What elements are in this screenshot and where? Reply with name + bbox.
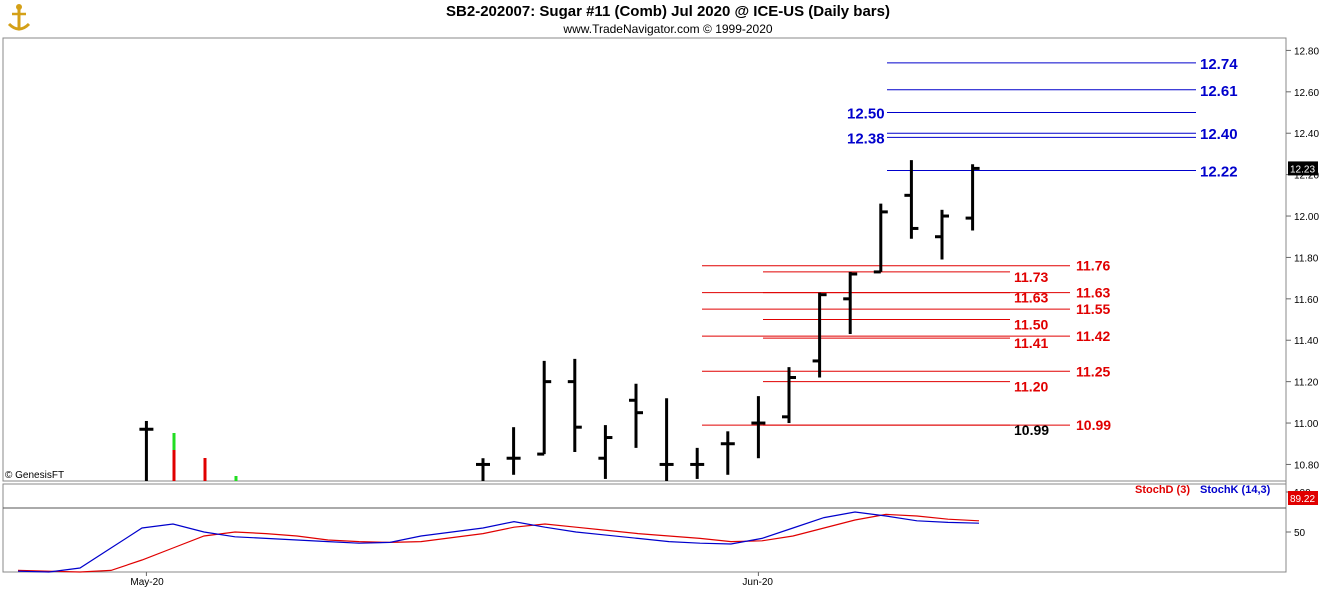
y-tick-label: 12.00 — [1294, 212, 1319, 223]
tradenavigator-logo-icon — [4, 2, 34, 34]
y-tick-label: 11.40 — [1294, 336, 1319, 347]
chart-frame: May-20 Jun-20 — [2, 37, 1287, 588]
red-level-label: 11.42 — [1076, 328, 1110, 344]
red-level-label: 11.25 — [1076, 363, 1110, 379]
red-level-label: 11.20 — [1014, 379, 1048, 395]
y-tick-label: 12.80 — [1294, 46, 1319, 57]
x-tick-label: Jun-20 — [742, 577, 773, 588]
y-tick-label: 10.80 — [1294, 460, 1319, 471]
blue-level-label: 12.50 — [847, 106, 885, 123]
stoch-d-line — [17, 513, 980, 573]
price-panel: 12.80 12.60 12.40 12.20 12.00 11.80 11.60 11.40… — [5, 46, 1319, 481]
stoch-k-line — [17, 511, 980, 573]
stoch-value-label: 89.22 — [1290, 494, 1315, 505]
x-tick-label: May-20 — [130, 577, 164, 588]
stochastic-panel: 10050StochD (3)StochK (14,3)89.22 — [3, 484, 1318, 573]
red-level-label: 10.99 — [1076, 417, 1111, 433]
last-price-label: 12.23 — [1290, 164, 1315, 175]
red-level-label: 11.73 — [1014, 269, 1048, 285]
blue-level-label: 12.22 — [1200, 163, 1238, 180]
stoch-y-label: 50 — [1294, 528, 1306, 539]
blue-level-label: 12.61 — [1200, 83, 1238, 100]
y-tick-label: 11.20 — [1294, 378, 1319, 389]
red-level-label: 11.63 — [1014, 290, 1048, 306]
y-tick-label: 12.60 — [1294, 88, 1319, 99]
y-tick-label: 12.40 — [1294, 129, 1319, 140]
stoch-value-tag — [1288, 491, 1318, 505]
red-level-label: 11.63 — [1076, 285, 1110, 301]
last-price-tag — [1288, 161, 1318, 176]
watermark-label: © GenesisFT — [5, 470, 64, 481]
stoch-d-legend: StochD (3) — [1135, 484, 1190, 496]
red-level-label: 11.55 — [1076, 301, 1110, 317]
y-tick-label: 11.80 — [1294, 253, 1319, 264]
y-tick-label: 11.60 — [1294, 295, 1319, 306]
blue-level-label: 12.74 — [1200, 56, 1238, 73]
chart-title: SB2-202007: Sugar #11 (Comb) Jul 2020 @ … — [446, 3, 890, 20]
blue-level-label: 12.38 — [847, 130, 885, 147]
red-level-label: 11.76 — [1076, 258, 1110, 274]
red-level-label: 11.50 — [1014, 317, 1048, 333]
red-level-label: 10.99 — [1014, 422, 1049, 438]
chart-subtitle: www.TradeNavigator.com © 1999-2020 — [563, 22, 773, 36]
chart-header: SB2-202007: Sugar #11 (Comb) Jul 2020 @ … — [0, 0, 1336, 38]
blue-level-label: 12.40 — [1200, 126, 1238, 143]
y-tick-label: 12.20 — [1294, 171, 1319, 182]
stochastic-panel-border — [2, 483, 1287, 573]
stoch-k-legend: StochK (14,3) — [1200, 484, 1271, 496]
red-level-label: 11.41 — [1014, 335, 1048, 351]
y-tick-label: 11.00 — [1294, 419, 1319, 430]
